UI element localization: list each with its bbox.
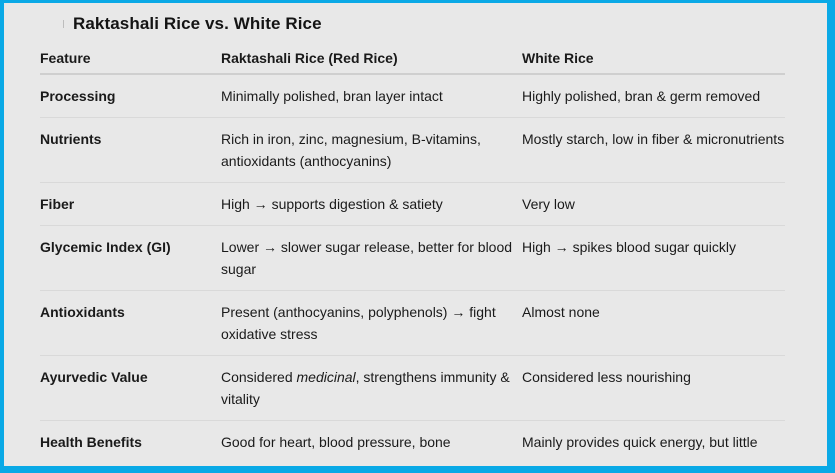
red-rice-emphasis: medicinal (296, 369, 356, 385)
column-header-red-rice: Raktashali Rice (Red Rice) (221, 43, 522, 75)
feature-cell: Glycemic Index (GI) (40, 225, 221, 291)
feature-cell: Processing (40, 74, 221, 118)
title-mark (63, 20, 64, 28)
table-row: Antioxidants Present (anthocyanins, poly… (40, 290, 785, 356)
table-header-row: Feature Raktashali Rice (Red Rice) White… (40, 43, 785, 75)
red-rice-text-suffix: , strengthens immunity & vitality (221, 369, 510, 407)
white-rice-cell: High → spikes blood sugar quickly (522, 225, 785, 291)
table-row: Fiber High → supports digestion & satiet… (40, 182, 785, 226)
table-row: Health Benefits Good for heart, blood pr… (40, 421, 785, 464)
document-frame: Raktashali Rice vs. White Rice Feature R… (4, 3, 827, 466)
column-header-feature: Feature (40, 43, 221, 75)
table-row: Glycemic Index (GI) Lower → slower sugar… (40, 225, 785, 291)
red-rice-cell: Lower → slower sugar release, better for… (221, 225, 522, 291)
white-rice-cell: Mostly starch, low in fiber & micronutri… (522, 117, 785, 183)
white-rice-cell: Almost none (522, 290, 785, 356)
red-rice-cell: Rich in iron, zinc, magnesium, B-vitamin… (221, 117, 522, 183)
column-header-white-rice: White Rice (522, 43, 785, 75)
page-title: Raktashali Rice vs. White Rice (73, 14, 322, 33)
red-rice-cell: Minimally polished, bran layer intact (221, 74, 522, 118)
table-row: Ayurvedic Value Considered medicinal, st… (40, 355, 785, 421)
red-rice-cell: High → supports digestion & satiety (221, 182, 522, 226)
white-rice-cell: Highly polished, bran & germ removed (522, 74, 785, 118)
feature-cell: Antioxidants (40, 290, 221, 356)
red-rice-cell: Good for heart, blood pressure, bone (221, 434, 451, 450)
feature-cell: Fiber (40, 182, 221, 226)
table-row: Processing Minimally polished, bran laye… (40, 74, 785, 118)
table-row: Nutrients Rich in iron, zinc, magnesium,… (40, 117, 785, 183)
feature-cell: Ayurvedic Value (40, 355, 221, 421)
white-rice-cell: Considered less nourishing (522, 355, 785, 421)
red-rice-cell: Considered medicinal, strengthens immuni… (221, 355, 522, 421)
feature-cell: Nutrients (40, 117, 221, 183)
white-rice-cell: Very low (522, 182, 785, 226)
white-rice-cell: Mainly provides quick energy, but little (522, 434, 758, 450)
comparison-table: Feature Raktashali Rice (Red Rice) White… (40, 43, 785, 463)
red-rice-cell: Present (anthocyanins, polyphenols) → fi… (221, 290, 522, 356)
red-rice-text-prefix: Considered (221, 369, 297, 385)
feature-cell: Health Benefits (40, 434, 142, 450)
